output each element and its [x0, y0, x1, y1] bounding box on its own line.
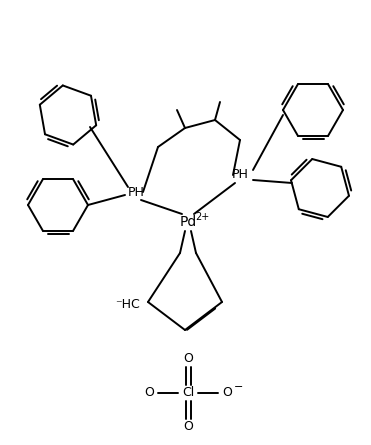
Text: O: O: [183, 352, 193, 365]
Text: Cl: Cl: [182, 387, 194, 400]
Text: Pd: Pd: [179, 215, 197, 229]
Text: PH: PH: [128, 186, 144, 198]
Text: 2+: 2+: [195, 212, 209, 222]
Text: O: O: [222, 387, 232, 400]
Text: O: O: [183, 421, 193, 433]
Text: ⁻HC: ⁻HC: [116, 299, 140, 312]
Text: PH: PH: [232, 169, 249, 182]
Text: O: O: [144, 387, 154, 400]
Text: −: −: [234, 382, 244, 392]
